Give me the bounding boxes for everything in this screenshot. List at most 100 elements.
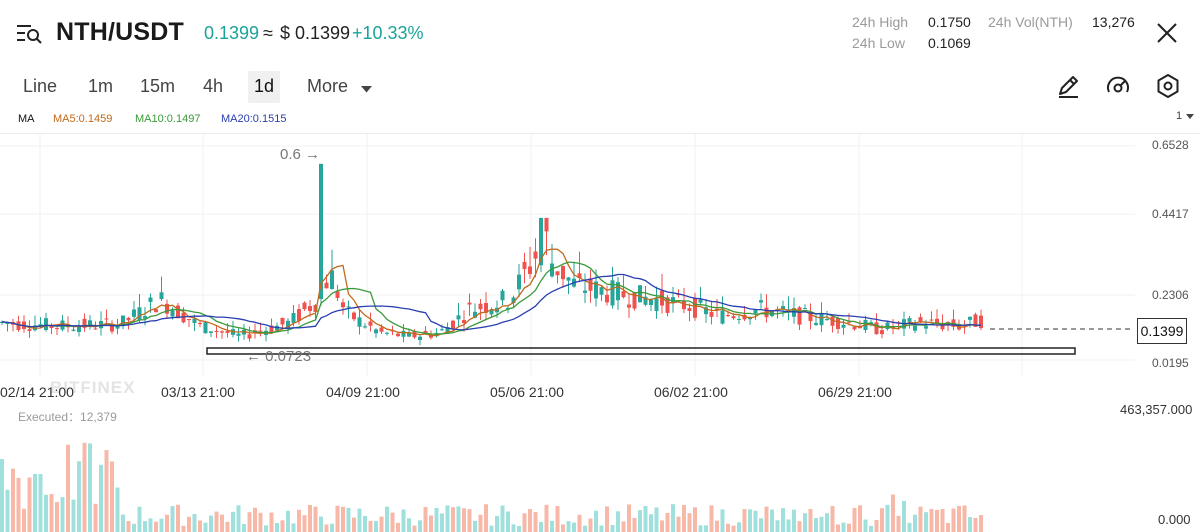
volume-bar xyxy=(698,525,703,532)
candle-body xyxy=(588,278,593,291)
volume-bar xyxy=(302,515,307,532)
volume-bar xyxy=(429,515,433,532)
volume-bar xyxy=(220,514,224,532)
candle-body xyxy=(731,316,736,319)
volume-bar xyxy=(946,523,950,532)
candle-body xyxy=(137,307,142,320)
speedometer-icon[interactable] xyxy=(1104,72,1132,100)
volume-bar xyxy=(825,513,829,532)
tab-15m[interactable]: 15m xyxy=(140,76,176,96)
volume-bar xyxy=(781,508,785,532)
volume-bar xyxy=(401,509,406,532)
candle-body xyxy=(913,325,917,331)
volume-bar xyxy=(775,520,780,532)
volume-bar xyxy=(792,509,796,532)
volume-bar xyxy=(121,514,125,532)
y-tick-label: 0.2306 xyxy=(1152,288,1189,302)
candle-body xyxy=(110,323,114,332)
volume-bar xyxy=(764,506,769,532)
close-icon[interactable] xyxy=(1154,20,1180,46)
volume-bar xyxy=(176,504,180,532)
volume-bar xyxy=(341,506,345,532)
pencil-icon[interactable] xyxy=(1054,72,1082,100)
volume-bar xyxy=(555,506,560,532)
volume-bar xyxy=(533,512,538,532)
tab-more[interactable]: More xyxy=(307,76,373,98)
candle-body xyxy=(797,307,802,325)
volume-bar xyxy=(594,510,598,532)
candle-body xyxy=(874,322,879,335)
hexagon-settings-icon[interactable] xyxy=(1154,72,1182,100)
candle-body xyxy=(132,309,136,317)
caret-down-icon xyxy=(361,77,373,98)
tab-1m[interactable]: 1m xyxy=(88,76,114,96)
candle-body xyxy=(885,322,890,330)
candle-body xyxy=(709,311,714,317)
volume-bar xyxy=(709,505,714,532)
volume-bar xyxy=(390,512,395,532)
candle-body xyxy=(555,271,560,276)
volume-bar xyxy=(368,520,373,532)
ma20-value: MA20:0.1515 xyxy=(221,113,287,125)
volume-bar xyxy=(148,518,153,532)
candle-body xyxy=(407,332,411,337)
scale-selector[interactable]: 1 xyxy=(1176,110,1195,122)
candle-body xyxy=(715,308,719,311)
candle-body xyxy=(88,320,92,327)
candle-body xyxy=(104,318,109,320)
candle-body xyxy=(390,330,395,332)
candle-body xyxy=(440,329,444,331)
approx-symbol: ≈ xyxy=(263,23,273,43)
volume-bar xyxy=(605,506,609,532)
volume-bar xyxy=(918,506,923,532)
candle-body xyxy=(698,299,703,303)
candle-body xyxy=(528,266,532,275)
candle-body xyxy=(924,326,928,329)
volume-bar xyxy=(445,505,450,532)
candle-body xyxy=(638,285,642,303)
tab-1d[interactable]: 1d xyxy=(247,71,281,103)
volume-bar xyxy=(660,520,664,532)
candle-body xyxy=(302,302,307,310)
volume-bars xyxy=(0,442,983,532)
volume-bar xyxy=(583,525,587,532)
24h-high-value: 0.1750 xyxy=(928,14,971,30)
volume-bar xyxy=(836,524,840,532)
arrow-right-icon: → xyxy=(305,146,321,163)
candle-body xyxy=(621,291,626,298)
volume-bar xyxy=(412,525,417,532)
candle-body xyxy=(148,297,153,302)
candle-body xyxy=(445,327,450,334)
24h-low-value: 0.1069 xyxy=(928,35,971,51)
candle-body xyxy=(759,300,763,303)
max-price-value: 0.6 xyxy=(280,146,301,163)
x-tick-label: 05/06 21:00 xyxy=(490,384,564,400)
volume-bar xyxy=(643,506,648,532)
volume-bar xyxy=(621,521,626,532)
volume-bar xyxy=(731,525,736,532)
y-tick-label: 0.0195 xyxy=(1152,356,1189,370)
candle-body xyxy=(583,290,587,293)
candle-body xyxy=(484,303,488,313)
candle-body xyxy=(973,314,978,327)
candlestick-chart[interactable] xyxy=(0,134,1200,532)
volume-bar xyxy=(803,513,807,532)
24h-high-label: 24h High xyxy=(852,14,909,30)
volume-bar xyxy=(473,520,477,532)
arrow-left-icon: ← xyxy=(246,348,261,365)
tab-4h[interactable]: 4h xyxy=(203,76,224,96)
candle-body xyxy=(456,315,461,320)
x-tick-label: 04/09 21:00 xyxy=(326,384,400,400)
volume-bar xyxy=(170,506,175,532)
volume-bar xyxy=(935,509,939,532)
tab-line[interactable]: Line xyxy=(23,76,58,96)
volume-bar xyxy=(544,504,549,532)
candle-body xyxy=(544,217,549,232)
volume-bar xyxy=(55,502,59,532)
candle-body xyxy=(643,296,648,305)
volume-bar xyxy=(110,461,114,532)
volume-bar xyxy=(687,513,692,532)
candle-body xyxy=(363,326,367,328)
menu-icon[interactable] xyxy=(16,22,42,46)
candle-body xyxy=(170,310,175,317)
